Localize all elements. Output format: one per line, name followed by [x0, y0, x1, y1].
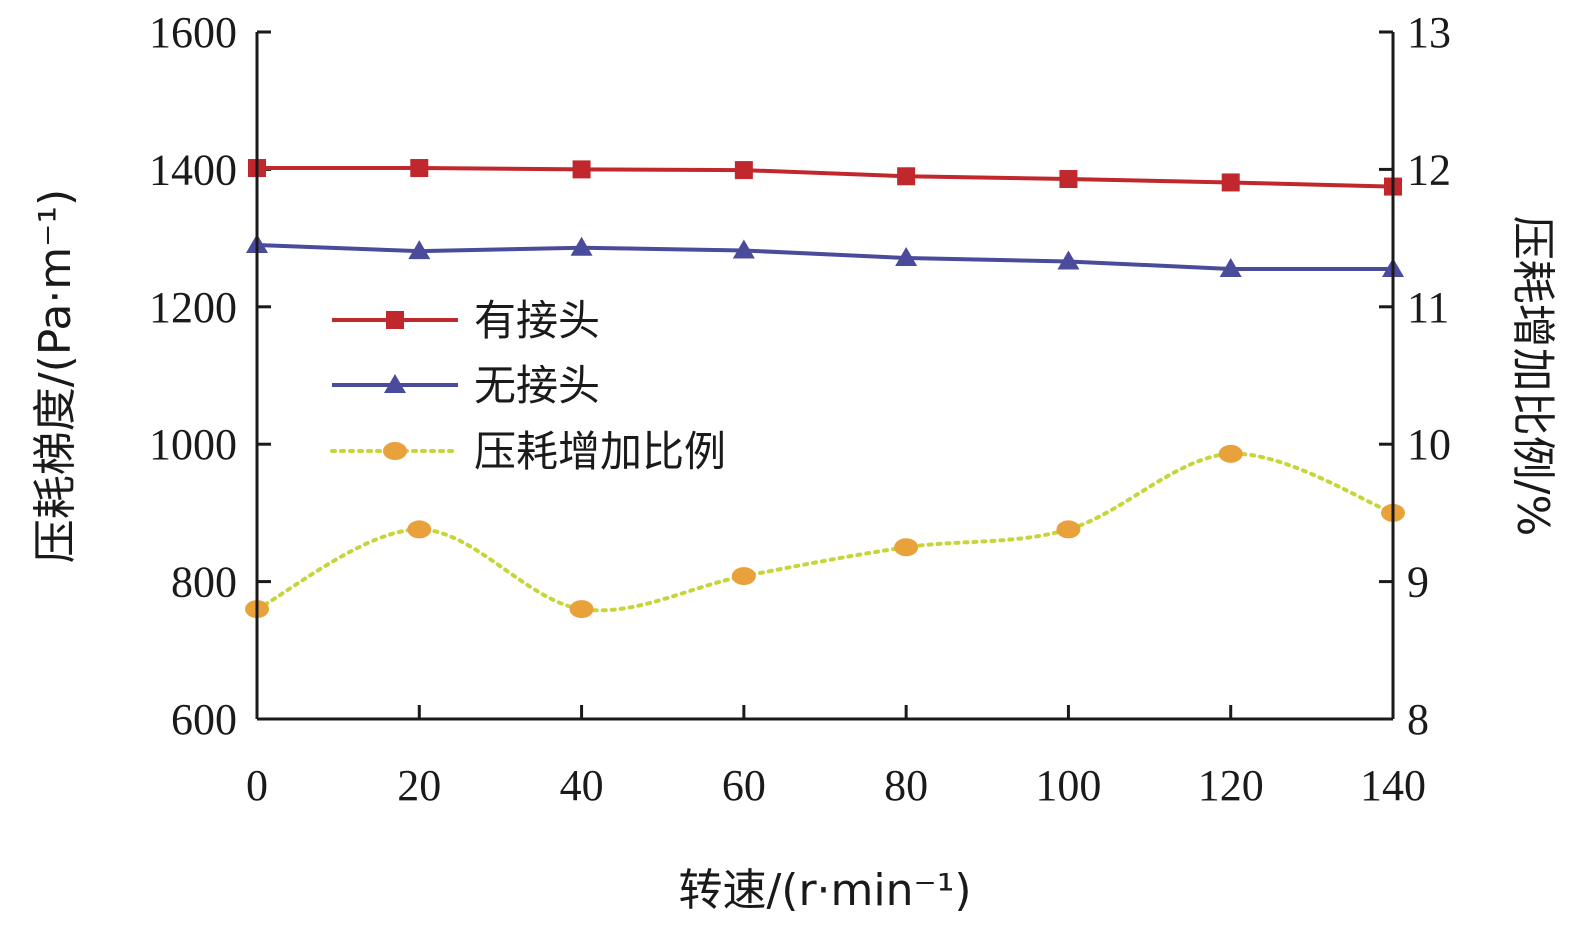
left-axis-ticks: 600 800 1000 1200 1400 1600: [149, 8, 271, 744]
series-3-point: [894, 538, 919, 557]
right-tick-label: 10: [1407, 420, 1451, 469]
right-axis-ticks: 8 9 10 11 12 13: [1379, 8, 1451, 744]
series-layer: [245, 159, 1405, 619]
x-tick-label: 140: [1360, 761, 1426, 810]
legend-marker-2: [384, 374, 406, 393]
legend-label-1: 有接头: [474, 296, 600, 345]
x-axis-ticks: 0 20 40 60 80 100 120 140: [246, 705, 1426, 810]
left-tick-label: 1600: [149, 8, 237, 57]
series-2-point: [1219, 258, 1242, 278]
series-1-point: [1059, 170, 1078, 189]
series-1-point: [410, 159, 429, 178]
x-tick-label: 80: [884, 761, 928, 810]
series-1-point: [572, 160, 591, 179]
series-2-point: [732, 239, 755, 259]
legend-marker-3: [383, 442, 407, 460]
legend-label-2: 无接头: [474, 361, 600, 410]
series-2-point: [408, 240, 431, 260]
right-tick-label: 12: [1407, 145, 1451, 194]
legend-marker-1: [386, 311, 404, 329]
series-line-1: [257, 166, 1394, 189]
series-3-point: [407, 520, 432, 539]
right-tick-label: 13: [1407, 8, 1451, 57]
series-3-point: [731, 567, 756, 586]
x-tick-label: 120: [1198, 761, 1264, 810]
x-axis-title: 转速/(r·min⁻¹): [678, 865, 971, 916]
x-tick-label: 0: [246, 761, 268, 810]
series-3-point: [1056, 520, 1081, 539]
series-3-point: [1218, 444, 1243, 463]
right-tick-label: 11: [1407, 283, 1449, 332]
left-tick-label: 1200: [149, 283, 237, 332]
series-2-point: [1057, 250, 1080, 270]
x-tick-label: 60: [722, 761, 766, 810]
left-tick-label: 1000: [149, 420, 237, 469]
series-2-point: [570, 236, 593, 256]
series-1-point: [897, 167, 916, 186]
series-line-2: [256, 242, 1393, 272]
series-1-point: [1221, 173, 1240, 192]
x-tick-label: 40: [560, 761, 604, 810]
series-3-point: [569, 600, 594, 619]
right-axis-title: 压耗增加比例/%: [1507, 216, 1558, 537]
right-tick-label: 9: [1407, 558, 1429, 607]
x-tick-label: 20: [397, 761, 441, 810]
legend-label-3: 压耗增加比例: [474, 427, 726, 476]
series-line-3: [255, 451, 1395, 613]
right-tick-label: 8: [1407, 695, 1429, 744]
series-2-point: [895, 247, 918, 267]
x-tick-label: 100: [1035, 761, 1101, 810]
left-axis-title: 压耗梯度/(Pa·m⁻¹): [30, 189, 81, 563]
series-1-point: [734, 161, 753, 180]
left-tick-label: 800: [171, 558, 237, 607]
left-tick-label: 1400: [149, 145, 237, 194]
left-tick-label: 600: [171, 695, 237, 744]
